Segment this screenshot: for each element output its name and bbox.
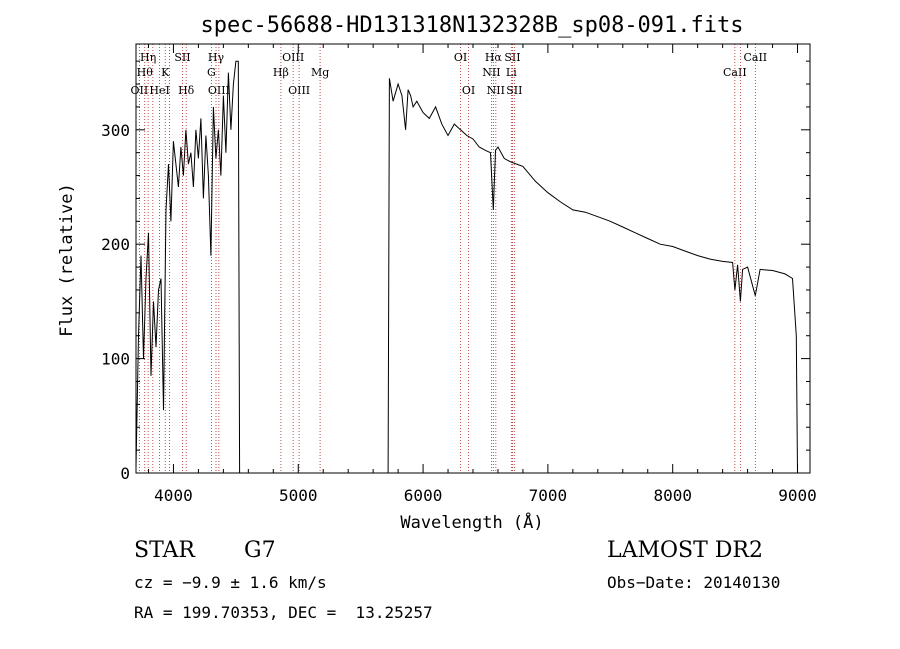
- line-label: Hθ: [137, 66, 154, 79]
- x-tick-label: 6000: [404, 486, 443, 505]
- line-label: Hβ: [273, 66, 289, 79]
- x-axis-label: Wavelength (Å): [400, 511, 543, 533]
- object-subclass: G7: [244, 538, 276, 563]
- line-label: NII: [487, 84, 505, 97]
- line-label: OIII: [282, 51, 304, 64]
- survey-name: LAMOST DR2: [607, 538, 763, 563]
- line-label: OII: [131, 84, 149, 97]
- observation-date: Obs−Date: 20140130: [607, 573, 781, 592]
- y-axis-label: Flux (relative): [57, 183, 77, 337]
- line-label: G: [207, 66, 216, 79]
- line-label: OI: [454, 51, 467, 64]
- redshift-cz: cz = −9.9 ± 1.6 km/s: [134, 573, 327, 592]
- line-label: Hα: [485, 51, 503, 64]
- line-label: Hδ: [178, 84, 195, 97]
- x-tick-label: 5000: [279, 486, 318, 505]
- x-tick-label: 8000: [653, 486, 692, 505]
- spectrum-line: [135, 60, 798, 474]
- line-label: OIII: [288, 84, 310, 97]
- x-tick-label: 4000: [154, 486, 193, 505]
- line-label: HeI: [149, 84, 169, 97]
- object-class: STAR: [134, 538, 195, 563]
- line-label: Hη: [140, 51, 156, 64]
- y-tick-label: 0: [120, 464, 130, 483]
- x-tick-label: 9000: [778, 486, 817, 505]
- line-label: Hγ: [208, 51, 225, 64]
- line-label: SII: [504, 51, 520, 64]
- line-label: Mg: [311, 66, 329, 79]
- line-label: OIII: [208, 84, 230, 97]
- axis-ticks: 4000 5000 6000 7000 8000 9000 0 100 200 300: [101, 44, 817, 505]
- y-tick-label: 200: [101, 235, 130, 254]
- line-label: K: [161, 66, 170, 79]
- spectral-line-markers: OIIHθHηHeIKSIIHδGHγOIIIHβOIIIOIIIMgOIOIN…: [131, 44, 767, 473]
- line-label: SII: [506, 84, 522, 97]
- line-label: CaII: [723, 66, 747, 79]
- y-tick-label: 100: [101, 350, 130, 369]
- line-label: SII: [174, 51, 190, 64]
- x-tick-label: 7000: [529, 486, 568, 505]
- line-label: OI: [462, 84, 475, 97]
- coordinates: RA = 199.70353, DEC = 13.25257: [134, 603, 433, 622]
- line-label: Li: [506, 66, 517, 79]
- chart-title: spec-56688-HD131318N132328B_sp08-091.fit…: [200, 13, 743, 38]
- y-tick-label: 300: [101, 121, 130, 140]
- line-label: NII: [482, 66, 500, 79]
- line-label: CaII: [743, 51, 767, 64]
